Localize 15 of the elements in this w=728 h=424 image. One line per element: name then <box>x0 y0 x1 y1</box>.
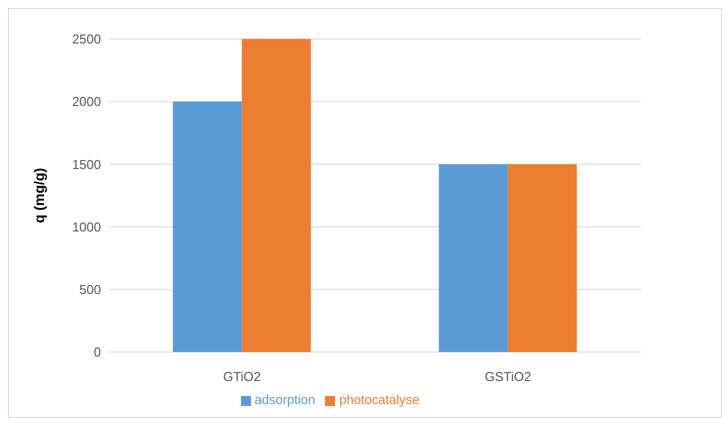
y-tick-label: 500 <box>79 282 101 298</box>
y-tick-label: 1000 <box>72 219 101 234</box>
bar <box>172 102 242 352</box>
y-tick-label: 1500 <box>72 156 101 172</box>
y-axis-title: q (mg/g) <box>30 168 47 224</box>
y-tick-label: 2500 <box>72 32 101 47</box>
legend-label: adsorption <box>254 392 316 407</box>
bar <box>508 164 577 352</box>
y-tick-label: 2000 <box>72 94 101 110</box>
x-tick-label: GSTiO2 <box>484 369 532 384</box>
bar <box>242 39 311 352</box>
x-tick-label: GTiO2 <box>223 369 261 384</box>
bar <box>438 164 508 352</box>
y-tick-label: 0 <box>94 344 101 360</box>
legend-label: photocatalyse <box>339 392 420 407</box>
